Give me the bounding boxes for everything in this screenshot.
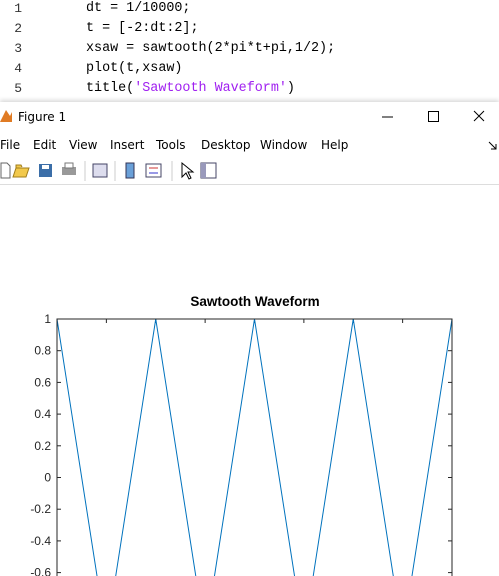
line-number: 5 — [14, 81, 22, 96]
menu-item[interactable]: Help — [321, 138, 349, 152]
window-controls — [382, 110, 485, 122]
axes-box — [56, 318, 453, 576]
line-number: 3 — [14, 41, 22, 56]
y-tick-label: -0.4 — [30, 534, 51, 548]
colorbar-icon[interactable] — [125, 162, 135, 179]
y-tick-label: 0.6 — [34, 375, 51, 389]
menu-item[interactable]: View — [69, 138, 98, 152]
code-line: title('Sawtooth Waveform') — [86, 81, 295, 96]
code-line: dt = 1/10000; — [86, 1, 190, 16]
menu-item[interactable]: Edit — [33, 138, 57, 152]
dock-arrow[interactable] — [488, 141, 498, 151]
code-line: plot(t,xsaw) — [86, 61, 182, 76]
y-tick-label: -0.2 — [30, 502, 51, 516]
close-button[interactable] — [473, 110, 485, 122]
data-line — [56, 318, 453, 576]
line-number: 4 — [14, 61, 22, 76]
code-string: 'Sawtooth Waveform' — [134, 81, 287, 96]
y-tick-label: 0.8 — [34, 344, 51, 358]
code-text: xsaw = sawtooth(2*pi*t+pi,1/2); — [86, 41, 336, 56]
code-text: title( — [86, 81, 135, 96]
y-tick-label: 1 — [44, 312, 51, 326]
new-icon[interactable] — [0, 162, 11, 179]
y-tick-label: 0.2 — [34, 439, 51, 453]
y-tick-label: 0 — [44, 471, 51, 485]
toolbar — [0, 158, 499, 185]
maximize-button[interactable] — [428, 111, 439, 122]
code-text: plot(t,xsaw) — [86, 61, 183, 76]
menu-item[interactable]: File — [0, 138, 21, 152]
code-line: t = [-2:dt:2]; — [86, 21, 199, 36]
chart: Sawtooth Waveform -1-0.8-0.6-0.4-0.200.2… — [30, 294, 453, 576]
menu-item[interactable]: Desktop — [201, 138, 251, 152]
menu-item[interactable]: Insert — [110, 138, 145, 152]
chart-title: Sawtooth Waveform — [190, 294, 319, 309]
print-icon[interactable] — [62, 167, 76, 175]
y-tick-label: -0.6 — [30, 566, 51, 576]
figure-icon — [0, 110, 12, 122]
code-line: xsaw = sawtooth(2*pi*t+pi,1/2); — [86, 41, 335, 56]
line-number: 2 — [14, 21, 22, 36]
window-title: Figure 1 — [18, 110, 67, 124]
open-icon[interactable] — [12, 164, 30, 178]
line-number: 1 — [14, 1, 22, 16]
menu-item[interactable]: Window — [260, 138, 308, 152]
code-text: t = [-2:dt:2]; — [86, 21, 199, 36]
title-bar: Figure 1 — [0, 102, 499, 132]
y-tick-label: 0.4 — [34, 407, 51, 421]
menu-bar: File Edit View Insert Tools Desktop Window Help — [0, 135, 499, 157]
figure-window: Figure 1 File Edit View Insert Tools Desktop W… — [0, 102, 499, 576]
code-editor: 1 dt = 1/10000; 2 t = [-2:dt:2]; 3 xsaw = saw… — [0, 0, 499, 102]
menu-item[interactable]: Tools — [156, 138, 186, 152]
toolbar-icons — [0, 161, 217, 181]
pointer-icon[interactable] — [181, 161, 195, 180]
code-text: dt = 1/10000; — [86, 1, 191, 16]
legend-icon[interactable] — [145, 163, 162, 178]
link-icon[interactable] — [92, 163, 108, 178]
code-text: ) — [286, 81, 295, 96]
